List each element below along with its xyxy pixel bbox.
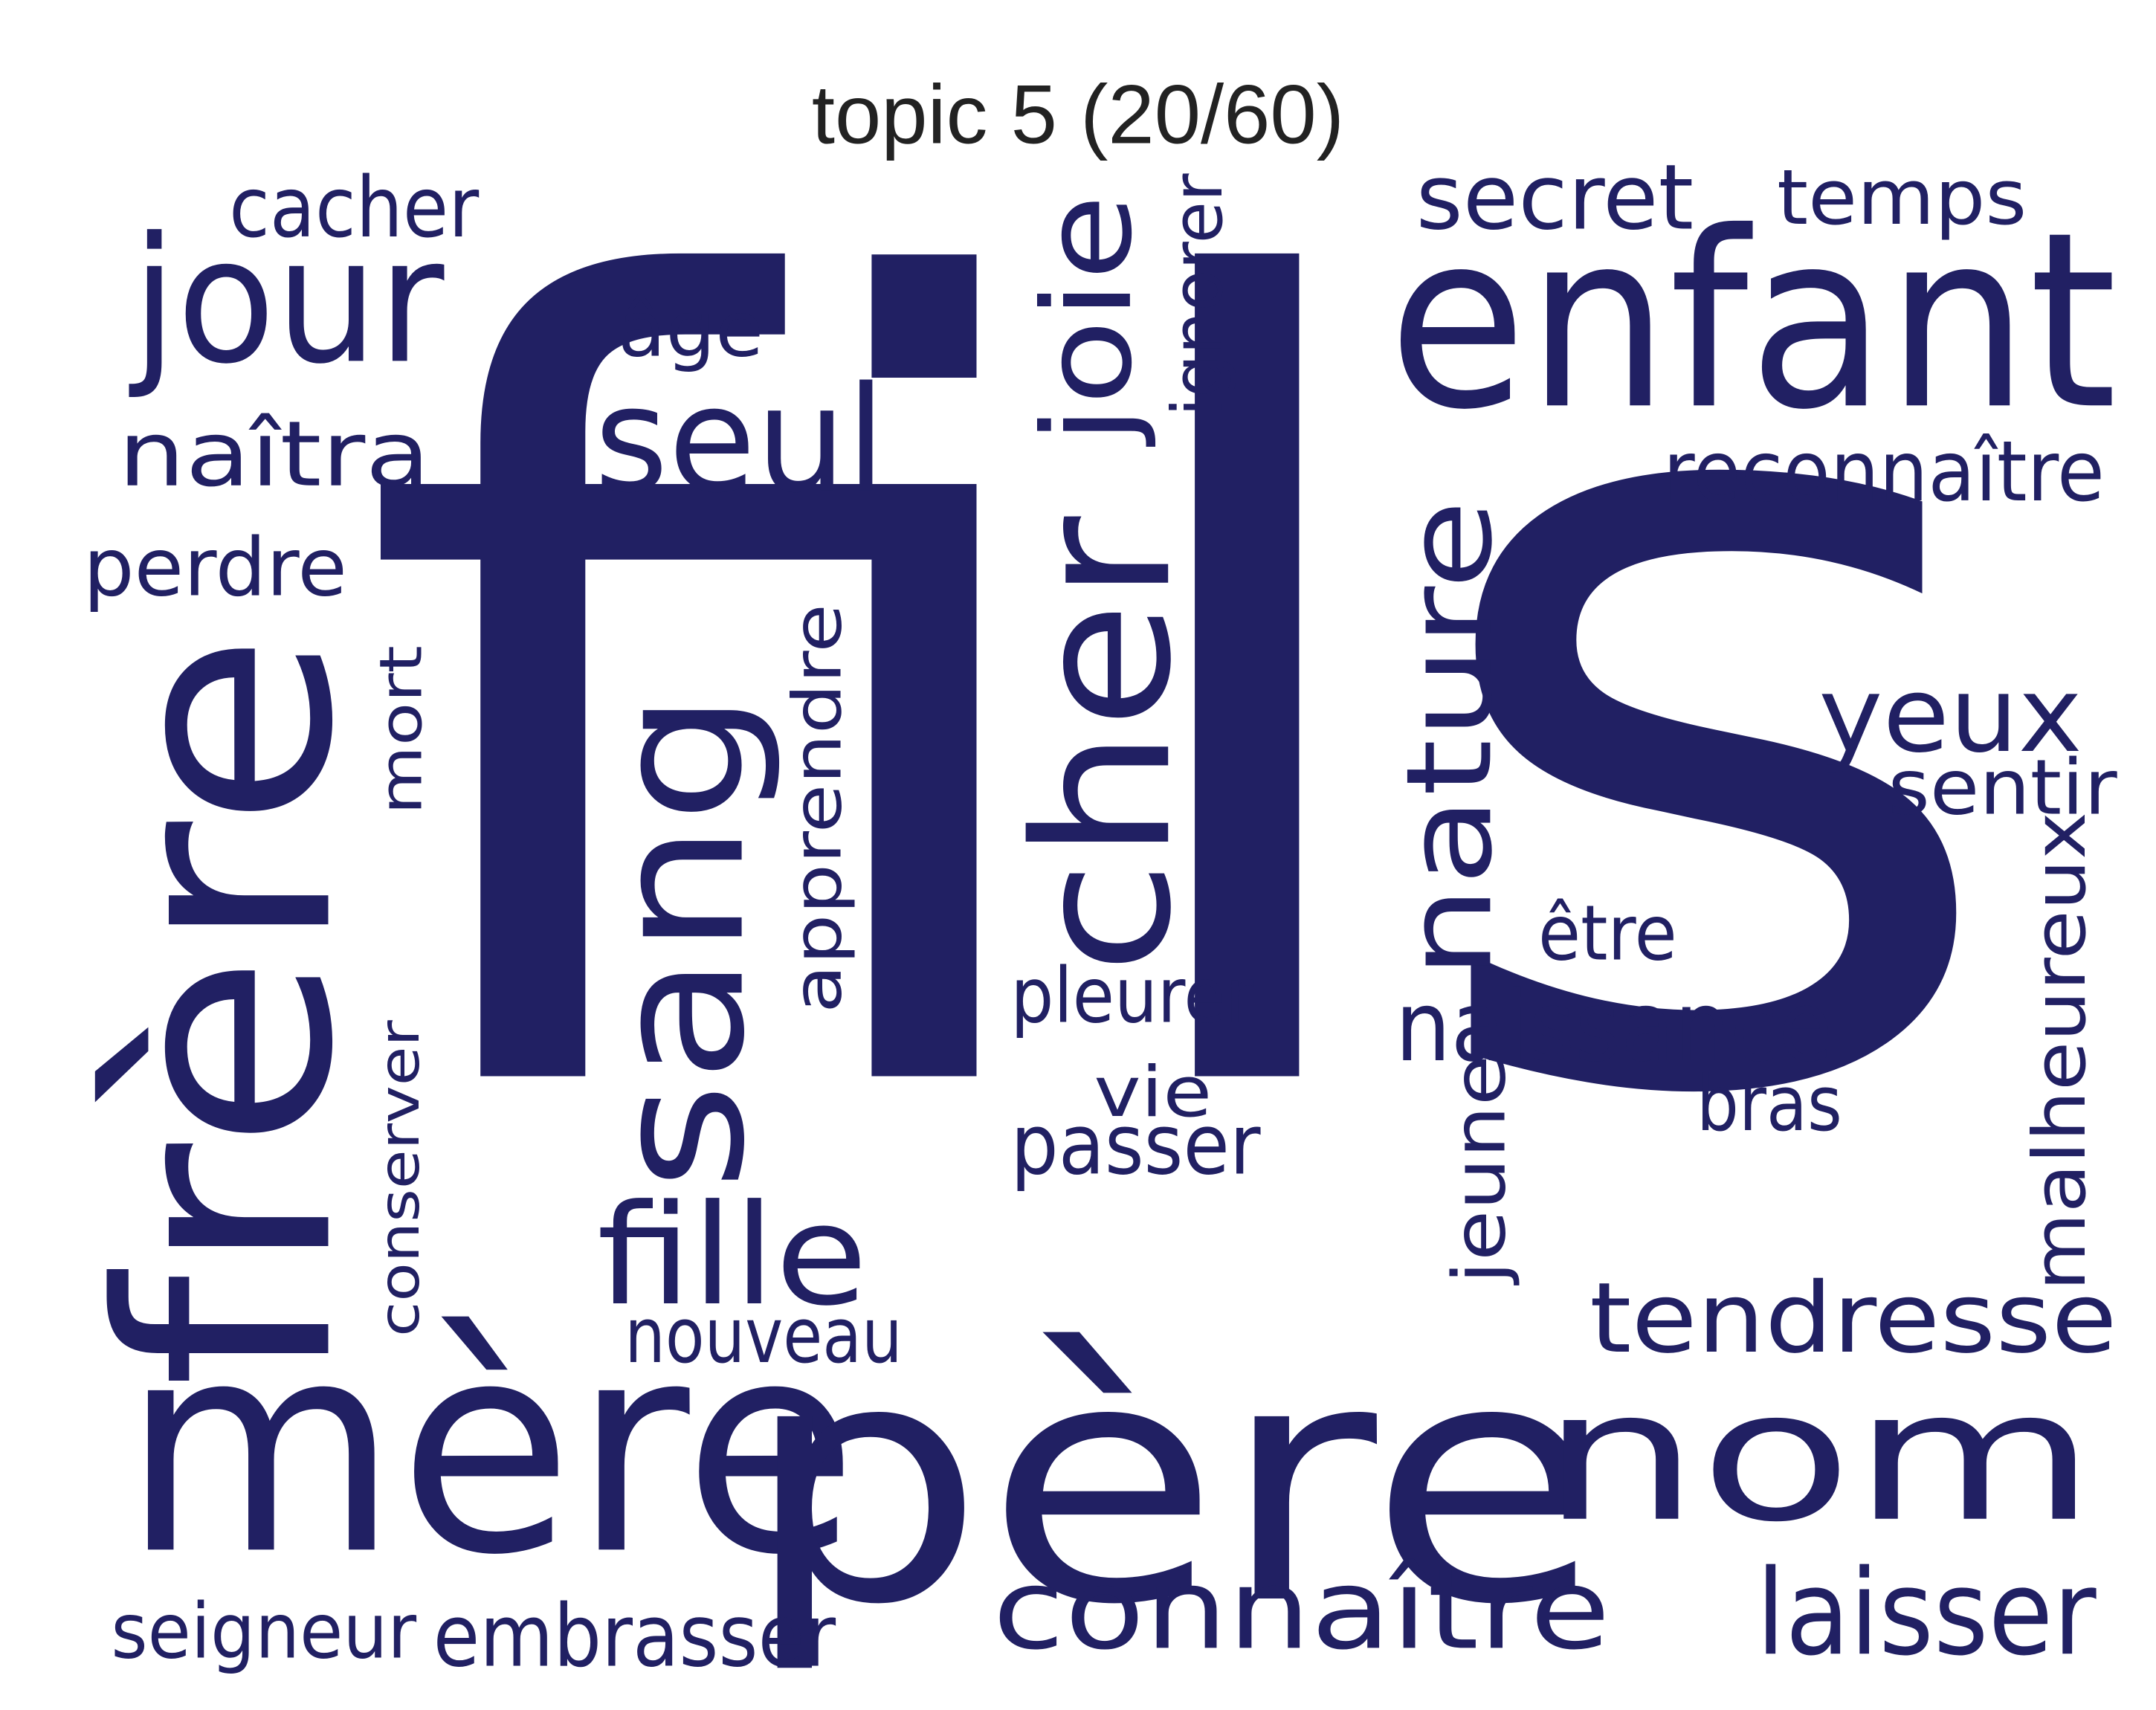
word-bras: bras (1696, 1059, 1842, 1149)
word-frere: frère (57, 631, 398, 1388)
word-pleurer: pleurer (1010, 950, 1254, 1041)
word-mere: mère (122, 1278, 858, 1620)
word-pere: père (743, 1288, 1604, 1679)
word-fils: fils (354, 68, 2013, 1337)
word-joie: joie (1016, 194, 1160, 445)
word-perdre: perdre (83, 520, 347, 615)
word-apprendre: apprendre (778, 604, 856, 1013)
word-tendresse: tendresse (1589, 1261, 2117, 1375)
word-passer: passer (1010, 1096, 1261, 1194)
word-jeune: jeune (1437, 1054, 1522, 1284)
word-cher: cher (993, 516, 1213, 975)
word-etre: être (1537, 888, 1677, 978)
word-enfant: enfant (1388, 179, 2117, 464)
word-embrasser: embrasser (433, 1585, 836, 1687)
word-jour: jour (132, 199, 445, 403)
word-sang: sang (573, 691, 785, 1191)
word-sentir: sentir (1888, 742, 2117, 833)
word-ignorer: ignorer (1157, 173, 1239, 417)
word-conserver: conserver (367, 1020, 433, 1337)
word-mort: mort (367, 645, 436, 815)
word-cacher: cacher (229, 158, 480, 257)
word-seul: seul (594, 355, 886, 526)
word-nouveau: nouveau (624, 1291, 903, 1381)
word-yeux: yeux (1818, 654, 2082, 776)
word-laisser: laisser (1756, 1543, 2097, 1682)
word-fille: fille (596, 1174, 868, 1337)
word-naissance: naissance (1395, 969, 1833, 1084)
word-nom: nom (1540, 1351, 2097, 1563)
word-connaitre: connaître (993, 1544, 1611, 1675)
word-nature: nature (1380, 500, 1519, 979)
word-secret: secret (1416, 144, 1694, 251)
word-naitre: naîtra (117, 401, 430, 507)
word-vie: vie (1094, 1051, 1213, 1133)
word-seigneur: seigneur (111, 1586, 417, 1677)
chart-title: topic 5 (20/60) (811, 68, 1345, 161)
word-temps: temps (1777, 152, 2027, 242)
word-age: âge (617, 284, 764, 374)
word-malheureux: malheureux (2017, 812, 2102, 1291)
word-reconnaitre: reconnaître (1663, 422, 2105, 520)
